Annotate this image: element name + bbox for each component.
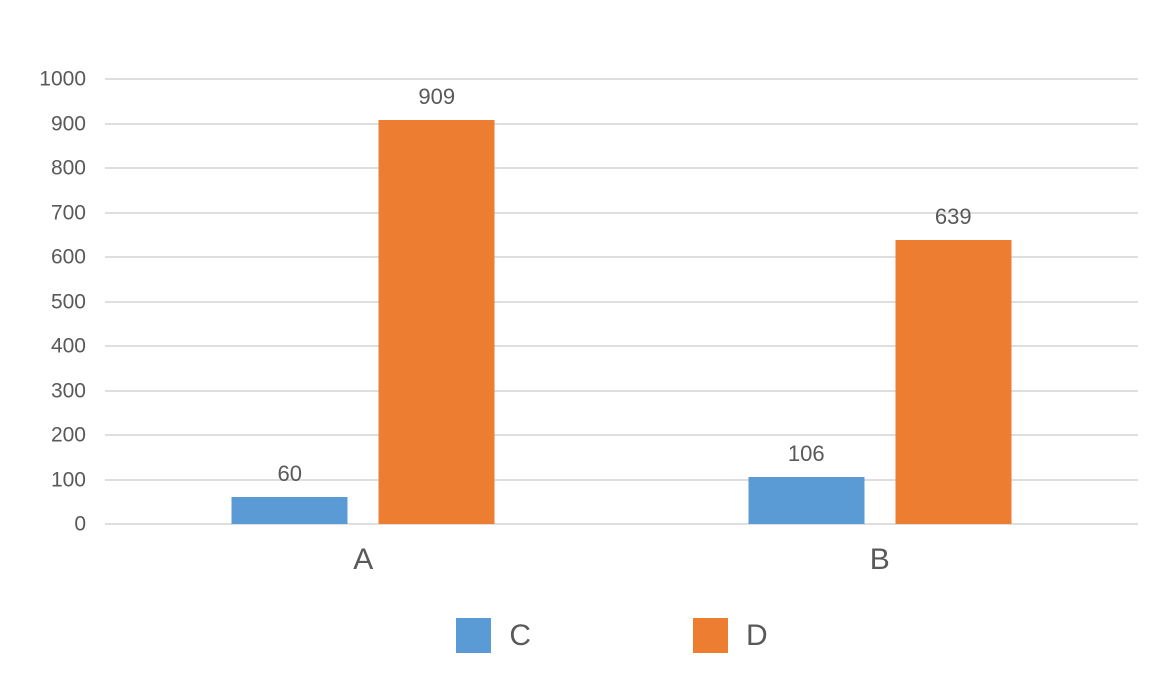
gridline	[105, 167, 1138, 169]
bar-value-label: 60	[277, 461, 302, 487]
y-tick-label: 700	[50, 201, 86, 224]
bar-value-label: 639	[934, 203, 972, 229]
bar-value-label: 106	[787, 440, 825, 466]
x-axis: A B	[105, 545, 1138, 581]
gridline	[105, 300, 1138, 303]
category-label-b: B	[869, 543, 890, 576]
gridline	[105, 256, 1138, 258]
bar-c-a	[231, 497, 348, 524]
gridline	[105, 523, 1138, 525]
y-tick-label: 1000	[39, 67, 86, 91]
y-tick-label: 800	[50, 156, 86, 180]
legend-item-d: D	[693, 618, 768, 653]
y-tick-label: 100	[50, 468, 86, 491]
gridline	[105, 345, 1138, 347]
bar-value-label: 909	[418, 83, 456, 109]
bar-slot: 639	[895, 79, 1012, 524]
category-label-a: A	[353, 543, 374, 576]
bar-group-a: 60 909	[231, 79, 495, 524]
gridline	[105, 211, 1138, 214]
bar-c-b	[748, 476, 865, 524]
gridline	[105, 122, 1138, 125]
gridline	[105, 434, 1138, 436]
y-tick-label: 900	[50, 112, 86, 135]
y-tick-label: 300	[50, 379, 86, 402]
y-tick-label: 400	[50, 334, 86, 358]
legend-label-c: C	[509, 618, 531, 652]
bar-slot: 909	[378, 79, 495, 524]
legend-swatch-d	[693, 618, 728, 653]
y-tick-label: 0	[74, 512, 86, 536]
bar-slot: 60	[231, 79, 348, 524]
bar-slot: 106	[748, 79, 865, 524]
legend: C D	[27, 618, 1170, 653]
plot-area: 60 909 106 639	[105, 78, 1138, 525]
y-tick-label: 200	[50, 423, 86, 447]
gridline	[105, 478, 1138, 481]
bar-group-b: 106 639	[748, 79, 1012, 524]
gridline	[105, 389, 1138, 392]
bar-d-b	[895, 239, 1012, 524]
gridline	[105, 78, 1138, 80]
legend-item-c: C	[456, 618, 531, 653]
y-tick-label: 500	[50, 290, 86, 313]
legend-swatch-c	[456, 618, 492, 653]
y-tick-label: 600	[50, 245, 86, 269]
legend-label-d: D	[746, 618, 768, 652]
bar-d-a	[378, 119, 495, 524]
y-axis: 0 100 200 300 400 500 600 700 800 900 1000	[0, 69, 86, 535]
